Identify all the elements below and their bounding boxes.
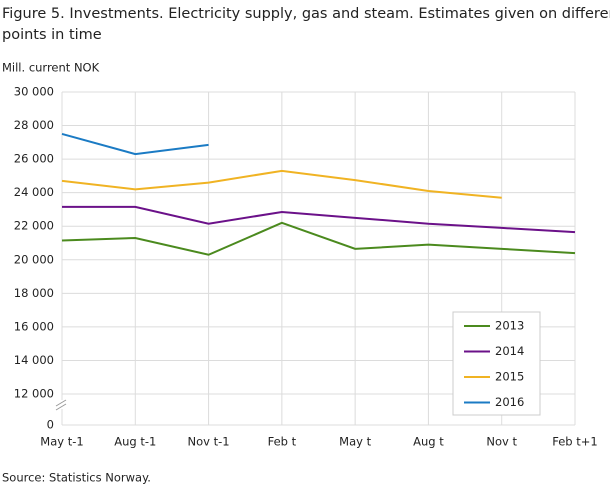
y-tick-label: 18 000 bbox=[14, 286, 54, 300]
line bbox=[61, 169, 502, 199]
y-tick-label: 16 000 bbox=[14, 319, 54, 333]
y-tick-label: 26 000 bbox=[14, 152, 54, 166]
y-tick-label: 14 000 bbox=[14, 353, 54, 367]
line bbox=[61, 132, 209, 156]
y-tick-label: 30 000 bbox=[14, 85, 54, 99]
legend-label: 2013 bbox=[495, 319, 524, 333]
y-axis-label: Mill. current NOK bbox=[2, 61, 100, 75]
line bbox=[62, 205, 576, 234]
chart-title: points in time bbox=[2, 27, 102, 43]
x-tick-label: May t-1 bbox=[40, 435, 83, 449]
x-tick-label: Nov t bbox=[486, 435, 517, 449]
source: Source: Statistics Norway. bbox=[2, 471, 151, 485]
x-tick-label: Feb t bbox=[268, 435, 297, 449]
chart-title: Figure 5. Investments. Electricity suppl… bbox=[2, 6, 610, 22]
x-tick-label: Aug t-1 bbox=[114, 435, 156, 449]
y-tick-label: 20 000 bbox=[14, 252, 54, 266]
legend: 2013 2014 2015 2016 bbox=[452, 311, 541, 416]
legend-label: 2015 bbox=[495, 370, 524, 384]
line bbox=[61, 221, 576, 256]
legend-label: 2014 bbox=[495, 344, 524, 358]
y-tick-label: 12 000 bbox=[14, 387, 54, 401]
x-tick-label: Nov t-1 bbox=[188, 435, 230, 449]
axis-break bbox=[55, 399, 69, 411]
y-tick-label: 0 bbox=[47, 418, 54, 432]
y-tick-label: 28 000 bbox=[14, 118, 54, 132]
y-tick-label: 24 000 bbox=[14, 185, 54, 199]
x-tick-label: May t bbox=[339, 435, 371, 449]
y-tick-label: 22 000 bbox=[14, 219, 54, 233]
x-tick-label: Feb t+1 bbox=[552, 435, 597, 449]
legend-box bbox=[452, 311, 541, 416]
x-tick-label: Aug t bbox=[413, 435, 444, 449]
legend-label: 2016 bbox=[495, 395, 524, 409]
